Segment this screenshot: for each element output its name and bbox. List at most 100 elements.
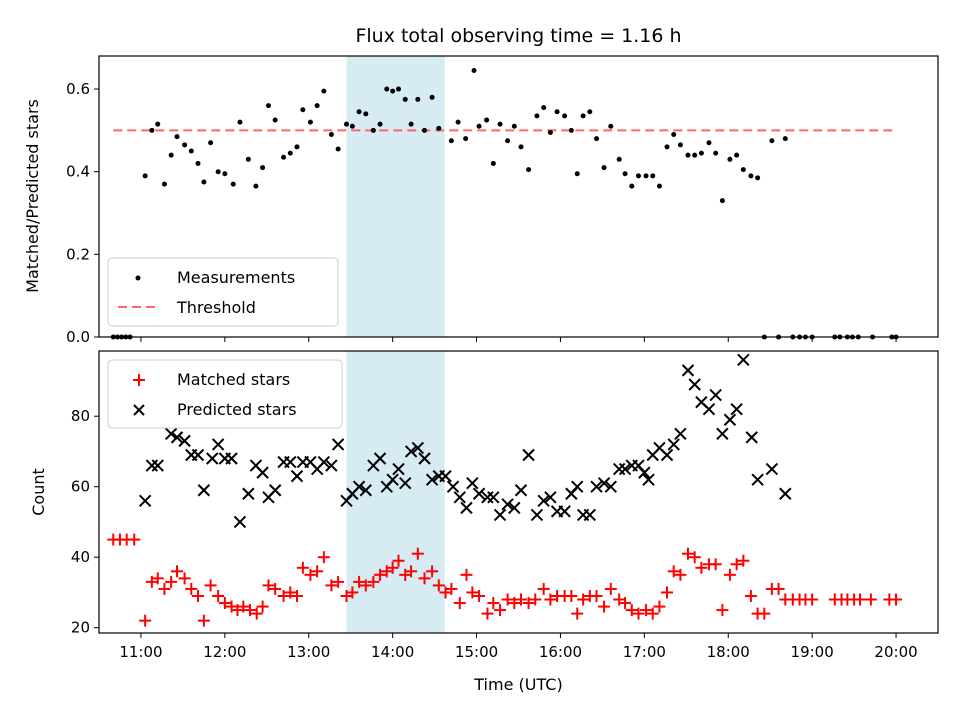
- top-legend: Measurements Threshold: [107, 257, 339, 327]
- top-x-ticks: [140, 337, 897, 342]
- top-panel: 0.0 0.2 0.4 0.6 Flux total observing time =…: [23, 25, 939, 346]
- top-y-tick-label: 0.2: [66, 245, 90, 263]
- predicted-star-point: [284, 455, 297, 469]
- matched-star-point: [269, 582, 282, 595]
- bottom-x-tick-label: 13:00: [287, 643, 330, 661]
- predicted-star-point: [487, 491, 500, 504]
- measurement-point: [222, 171, 228, 177]
- measurement-point: [429, 94, 435, 100]
- bottom-x-tick-label: 16:00: [539, 643, 582, 661]
- predicted-star-point: [151, 459, 164, 472]
- matched-star-point: [151, 572, 164, 585]
- measurement-point: [415, 96, 421, 102]
- legend-matched-label: Matched stars: [177, 370, 290, 389]
- matched-star-point: [212, 589, 225, 602]
- predicted-star-point: [612, 462, 626, 476]
- measurement-point: [629, 183, 635, 189]
- matched-star-point: [473, 589, 486, 602]
- bottom-y-tick-label: 20: [71, 619, 90, 637]
- measurement-point: [608, 123, 614, 129]
- bottom-x-tick-label: 14:00: [371, 643, 414, 661]
- measurement-point: [594, 136, 600, 142]
- bottom-plot-frame: [98, 350, 939, 634]
- measurement-point: [664, 144, 670, 150]
- predicted-star-point: [481, 491, 494, 504]
- measurement-point: [769, 138, 775, 144]
- predicted-star-point: [530, 508, 544, 522]
- predicted-star-point: [618, 462, 632, 476]
- measurement-point: [328, 132, 334, 138]
- measurement-point: [448, 138, 454, 144]
- legend-predicted-label: Predicted stars: [177, 400, 297, 419]
- predicted-star-point: [751, 473, 764, 486]
- predicted-star-point: [242, 487, 255, 500]
- matched-star-point: [346, 586, 359, 599]
- bottom-x-tick-label: 12:00: [203, 643, 246, 661]
- matched-star-point: [128, 533, 141, 546]
- matched-star-point: [501, 593, 514, 606]
- matched-star-point: [695, 561, 708, 574]
- measurement-point: [195, 160, 201, 166]
- measurement-point: [656, 183, 662, 189]
- predicted-star-point: [404, 445, 418, 458]
- bottom-y-tick-label: 80: [71, 407, 90, 425]
- predicted-star-point: [737, 353, 750, 367]
- measurement-point: [390, 88, 396, 94]
- measurement-point: [396, 86, 402, 92]
- measurement-point: [580, 113, 586, 119]
- measurement-point: [755, 175, 761, 181]
- predicted-star-point: [411, 441, 425, 455]
- predicted-star-point: [191, 448, 205, 462]
- matched-star-point: [529, 593, 542, 606]
- measurement-point: [201, 179, 207, 185]
- predicted-star-point: [508, 501, 521, 515]
- measurement-point: [455, 119, 461, 125]
- predicted-star-point: [352, 480, 366, 493]
- matched-star-point: [405, 565, 418, 578]
- predicted-star-point: [472, 487, 486, 500]
- bottom-y-tick-label: 60: [71, 478, 90, 496]
- measurement-point: [484, 117, 490, 123]
- matched-star-point: [250, 607, 263, 620]
- measurement-point: [719, 198, 725, 204]
- measurement-point: [155, 121, 161, 127]
- measurement-point: [476, 123, 482, 129]
- matched-star-point: [537, 582, 550, 595]
- predicted-star-point: [597, 476, 611, 490]
- measurement-point: [541, 105, 547, 111]
- matched-star-point: [494, 604, 507, 617]
- matched-star-point: [632, 607, 645, 620]
- measurement-point: [740, 167, 746, 173]
- legend-measurements-label: Measurements: [177, 268, 295, 287]
- matched-star-point: [192, 589, 205, 602]
- matched-star-point: [619, 597, 632, 610]
- predicted-star-point: [558, 505, 571, 518]
- measurement-point: [344, 121, 350, 127]
- measurement-point: [616, 156, 622, 162]
- top-legend-box: [107, 257, 339, 327]
- measurement-point: [245, 156, 251, 162]
- measurement-point: [149, 127, 155, 133]
- predicted-star-point: [446, 480, 460, 493]
- top-y-tick-label: 0.6: [66, 80, 90, 98]
- predicted-star-point: [779, 487, 792, 500]
- matched-star-point: [481, 607, 494, 620]
- matched-star-point: [304, 568, 317, 581]
- predicted-star-point: [522, 448, 535, 462]
- matched-star-point: [522, 597, 535, 610]
- measurement-point: [574, 171, 580, 177]
- predicted-star-point: [197, 484, 211, 497]
- measurement-point: [490, 160, 496, 166]
- measurement-point: [734, 152, 740, 158]
- matched-star-point: [544, 593, 557, 606]
- bottom-x-tick-label: 20:00: [874, 643, 917, 661]
- measurement-point: [518, 144, 524, 150]
- predicted-star-point: [638, 466, 651, 479]
- matched-star-point: [325, 579, 338, 592]
- measurement-point: [727, 156, 733, 162]
- predicted-star-point: [325, 459, 338, 472]
- predicted-star-point: [745, 431, 758, 444]
- measurement-point: [281, 154, 287, 160]
- predicted-star-point: [211, 438, 225, 451]
- measurement-point: [511, 123, 517, 129]
